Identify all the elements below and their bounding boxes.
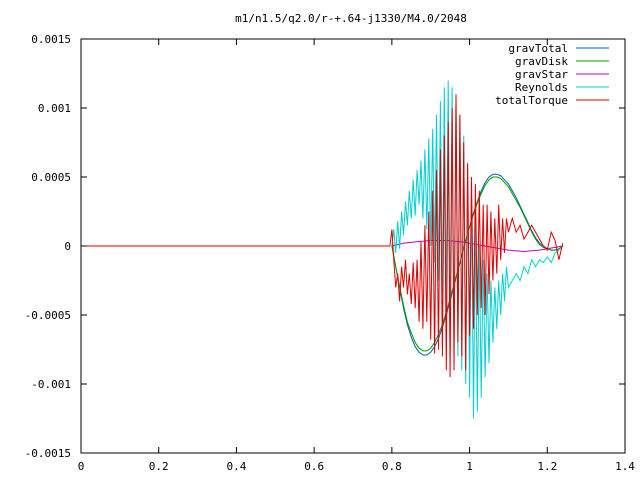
series-line-gravDisk — [391, 176, 564, 352]
plot-lines — [81, 80, 564, 419]
x-tick-label: 1.2 — [537, 460, 557, 473]
legend-label: gravDisk — [515, 55, 568, 68]
series-line-Reynolds — [391, 80, 564, 419]
x-tick-label: 1 — [466, 460, 473, 473]
series-line-gravStar — [391, 240, 563, 253]
x-tick-label: 0.4 — [226, 460, 246, 473]
y-tick-label: 0.001 — [38, 102, 71, 115]
series-line-gravTotal — [391, 173, 564, 356]
legend-label: gravStar — [515, 68, 568, 81]
legend-label: gravTotal — [508, 42, 568, 55]
y-tick-label: 0.0005 — [31, 171, 71, 184]
y-tick-label: 0 — [64, 240, 71, 253]
x-axis: 0 0.2 0.4 0.6 0.8 1 1.2 1.4 — [78, 39, 635, 473]
chart-title: m1/n1.5/q2.0/r-+.64-j1330/M4.0/2048 — [235, 12, 467, 25]
x-tick-label: 0.2 — [149, 460, 169, 473]
x-tick-label: 0 — [78, 460, 85, 473]
y-axis: 0.0015 0.001 0.0005 0 -0.0005 -0.001 -0.0015 — [25, 33, 625, 460]
y-tick-label: 0.0015 — [31, 33, 71, 46]
legend: gravTotalgravDiskgravStarReynoldstotalTo… — [495, 42, 609, 107]
x-tick-label: 0.6 — [304, 460, 324, 473]
series-line-totalTorque — [81, 94, 564, 378]
y-tick-label: -0.0015 — [25, 447, 71, 460]
x-tick-label: 1.4 — [615, 460, 635, 473]
x-tick-label: 0.8 — [382, 460, 402, 473]
legend-label: Reynolds — [515, 81, 568, 94]
legend-label: totalTorque — [495, 94, 568, 107]
y-tick-label: -0.0005 — [25, 309, 71, 322]
y-tick-label: -0.001 — [31, 378, 71, 391]
